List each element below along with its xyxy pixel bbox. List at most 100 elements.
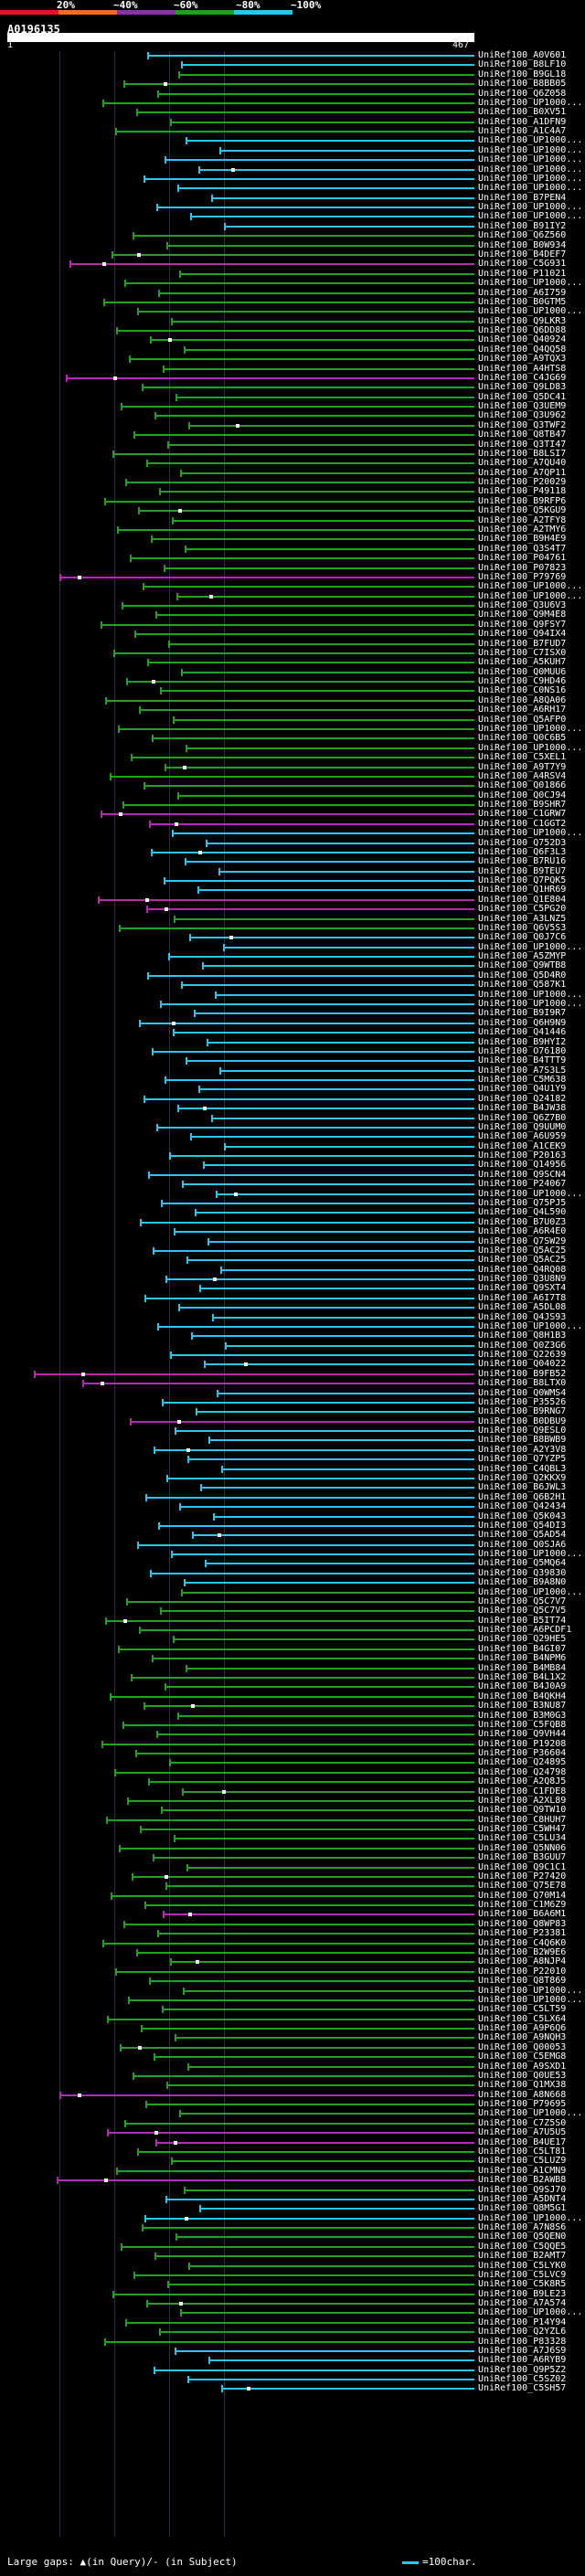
hit-label[interactable]: UniRef100_A8NJP4 — [478, 1956, 567, 1966]
hit-label[interactable]: UniRef100_A8N668 — [478, 2090, 567, 2100]
hit-row[interactable]: UniRef100_A2XL89 — [0, 1797, 585, 1806]
hit-row[interactable]: UniRef100_C5WH47 — [0, 1825, 585, 1834]
hit-row[interactable]: UniRef100_C5M638 — [0, 1076, 585, 1085]
hit-row[interactable]: UniRef100_UP1000... — [0, 1588, 585, 1597]
hit-row[interactable]: UniRef100_B3NU87 — [0, 1701, 585, 1711]
hit-row[interactable]: UniRef100_C5FQB8 — [0, 1721, 585, 1730]
hit-label[interactable]: UniRef100_UP1000... — [478, 145, 583, 155]
hit-label[interactable]: UniRef100_B9H4E9 — [478, 534, 567, 544]
hit-row[interactable]: UniRef100_C5EMG8 — [0, 2052, 585, 2062]
hit-row[interactable]: UniRef100_Q9LD83 — [0, 383, 585, 392]
hit-label[interactable]: UniRef100_Q24895 — [478, 1757, 567, 1767]
hit-label[interactable]: UniRef100_UP1000... — [478, 1549, 583, 1559]
hit-label[interactable]: UniRef100_B8LTX0 — [478, 1378, 567, 1388]
hit-label[interactable]: UniRef100_C5LUZ9 — [478, 2156, 567, 2166]
hit-row[interactable]: UniRef100_UP1000... — [0, 1322, 585, 1331]
hit-row[interactable]: UniRef100_Q752D3 — [0, 839, 585, 848]
hit-label[interactable]: UniRef100_A6I7T8 — [478, 1293, 567, 1303]
hit-row[interactable]: UniRef100_Q9LKR3 — [0, 317, 585, 326]
hit-label[interactable]: UniRef100_Q6Z560 — [478, 230, 567, 240]
hit-label[interactable]: UniRef100_A1DFN9 — [478, 117, 567, 127]
hit-label[interactable]: UniRef100_B4L1X2 — [478, 1672, 567, 1682]
hit-row[interactable]: UniRef100_Q70M14 — [0, 1892, 585, 1901]
hit-label[interactable]: UniRef100_A7J6S9 — [478, 2346, 567, 2356]
hit-label[interactable]: UniRef100_Q24182 — [478, 1094, 567, 1104]
hit-row[interactable]: UniRef100_Q9ESL0 — [0, 1426, 585, 1436]
hit-label[interactable]: UniRef100_B2W9E6 — [478, 1947, 567, 1957]
hit-label[interactable]: UniRef100_Q752D3 — [478, 838, 567, 848]
hit-row[interactable]: UniRef100_A5DL08 — [0, 1303, 585, 1312]
hit-label[interactable]: UniRef100_Q5QEN0 — [478, 2231, 567, 2242]
hit-row[interactable]: UniRef100_B2AWB8 — [0, 2176, 585, 2185]
hit-label[interactable]: UniRef100_C5LX64 — [478, 2014, 567, 2024]
hit-row[interactable]: UniRef100_C5LT81 — [0, 2147, 585, 2157]
hit-label[interactable]: UniRef100_UP1000... — [478, 1986, 583, 1996]
hit-row[interactable]: UniRef100_B9TEU7 — [0, 867, 585, 876]
hit-row[interactable]: UniRef100_P24067 — [0, 1180, 585, 1189]
hit-row[interactable]: UniRef100_A1CEK9 — [0, 1142, 585, 1151]
hit-row[interactable]: UniRef100_C1FDE8 — [0, 1787, 585, 1797]
hit-label[interactable]: UniRef100_C5LVC9 — [478, 2270, 567, 2280]
hit-row[interactable]: UniRef100_Q8M5G1 — [0, 2204, 585, 2213]
hit-row[interactable]: UniRef100_Q5AC25 — [0, 1256, 585, 1265]
hit-label[interactable]: UniRef100_UP1000... — [478, 98, 583, 108]
hit-label[interactable]: UniRef100_Q0C6B5 — [478, 733, 567, 743]
hit-label[interactable]: UniRef100_P14Y94 — [478, 2317, 567, 2327]
hit-row[interactable]: UniRef100_C5PG20 — [0, 905, 585, 914]
hit-label[interactable]: UniRef100_A9TQX3 — [478, 354, 567, 364]
hit-row[interactable]: UniRef100_B6A6M1 — [0, 1910, 585, 1919]
hit-label[interactable]: UniRef100_B0DBU9 — [478, 1416, 567, 1426]
hit-row[interactable]: UniRef100_A7N8S6 — [0, 2223, 585, 2232]
hit-row[interactable]: UniRef100_Q7SW29 — [0, 1237, 585, 1246]
hit-row[interactable]: UniRef100_A1DFN9 — [0, 118, 585, 127]
hit-row[interactable]: UniRef100_P07823 — [0, 564, 585, 573]
hit-label[interactable]: UniRef100_UP1000... — [478, 999, 583, 1009]
hit-row[interactable]: UniRef100_UP1000... — [0, 1000, 585, 1009]
hit-label[interactable]: UniRef100_Q9LKR3 — [478, 316, 567, 326]
hit-row[interactable]: UniRef100_C5LX64 — [0, 2015, 585, 2024]
hit-label[interactable]: UniRef100_P36604 — [478, 1748, 567, 1758]
hit-label[interactable]: UniRef100_B4NPM6 — [478, 1653, 567, 1663]
hit-row[interactable]: UniRef100_B4GI07 — [0, 1645, 585, 1654]
hit-row[interactable]: UniRef100_Q01866 — [0, 781, 585, 790]
hit-row[interactable]: UniRef100_Q3TI47 — [0, 440, 585, 450]
hit-label[interactable]: UniRef100_A4RSV4 — [478, 771, 567, 781]
hit-label[interactable]: UniRef100_B7U0Z3 — [478, 1217, 567, 1227]
hit-label[interactable]: UniRef100_C7Z5S0 — [478, 2118, 567, 2128]
hit-label[interactable]: UniRef100_Q9SJ70 — [478, 2185, 567, 2195]
hit-label[interactable]: UniRef100_P04761 — [478, 553, 567, 563]
hit-label[interactable]: UniRef100_A7QU40 — [478, 458, 567, 468]
hit-row[interactable]: UniRef100_P79769 — [0, 573, 585, 582]
hit-row[interactable]: UniRef100_C7Z5S0 — [0, 2119, 585, 2128]
hit-row[interactable]: UniRef100_Q6DD88 — [0, 326, 585, 335]
hit-label[interactable]: UniRef100_Q5K043 — [478, 1511, 567, 1521]
hit-label[interactable]: UniRef100_B9A8N0 — [478, 1577, 567, 1587]
hit-row[interactable]: UniRef100_UP1000... — [0, 991, 585, 1000]
hit-label[interactable]: UniRef100_B2AWB8 — [478, 2175, 567, 2185]
hit-row[interactable]: UniRef100_B2W9E6 — [0, 1948, 585, 1957]
hit-row[interactable]: UniRef100_B0GTM5 — [0, 298, 585, 307]
hit-label[interactable]: UniRef100_A2Q8J5 — [478, 1776, 567, 1786]
hit-label[interactable]: UniRef100_C5LT81 — [478, 2147, 567, 2157]
hit-row[interactable]: UniRef100_Q0C6B5 — [0, 734, 585, 743]
hit-label[interactable]: UniRef100_UP1000... — [478, 1189, 583, 1199]
hit-label[interactable]: UniRef100_UP1000... — [478, 591, 583, 601]
hit-row[interactable]: UniRef100_Q6V5S3 — [0, 924, 585, 933]
hit-row[interactable]: UniRef100_B4TTT9 — [0, 1056, 585, 1065]
hit-label[interactable]: UniRef100_Q5C7V7 — [478, 1596, 567, 1606]
hit-label[interactable]: UniRef100_A2XL89 — [478, 1796, 567, 1806]
hit-label[interactable]: UniRef100_B9TEU7 — [478, 866, 567, 876]
hit-label[interactable]: UniRef100_UP1000... — [478, 828, 583, 838]
hit-row[interactable]: UniRef100_C5QQE5 — [0, 2242, 585, 2252]
hit-label[interactable]: UniRef100_Q3TWF2 — [478, 420, 567, 430]
hit-label[interactable]: UniRef100_Q0WMS4 — [478, 1388, 567, 1398]
hit-label[interactable]: UniRef100_C1FDE8 — [478, 1786, 567, 1797]
hit-row[interactable]: UniRef100_Q5D4R0 — [0, 971, 585, 981]
hit-row[interactable]: UniRef100_P04761 — [0, 554, 585, 563]
hit-label[interactable]: UniRef100_C8HUH7 — [478, 1815, 567, 1825]
hit-row[interactable]: UniRef100_UP1000... — [0, 203, 585, 212]
hit-row[interactable]: UniRef100_UP1000... — [0, 744, 585, 753]
hit-row[interactable]: UniRef100_C7ISX0 — [0, 649, 585, 658]
hit-row[interactable]: UniRef100_O76180 — [0, 1047, 585, 1056]
hit-row[interactable]: UniRef100_A7QP11 — [0, 469, 585, 478]
